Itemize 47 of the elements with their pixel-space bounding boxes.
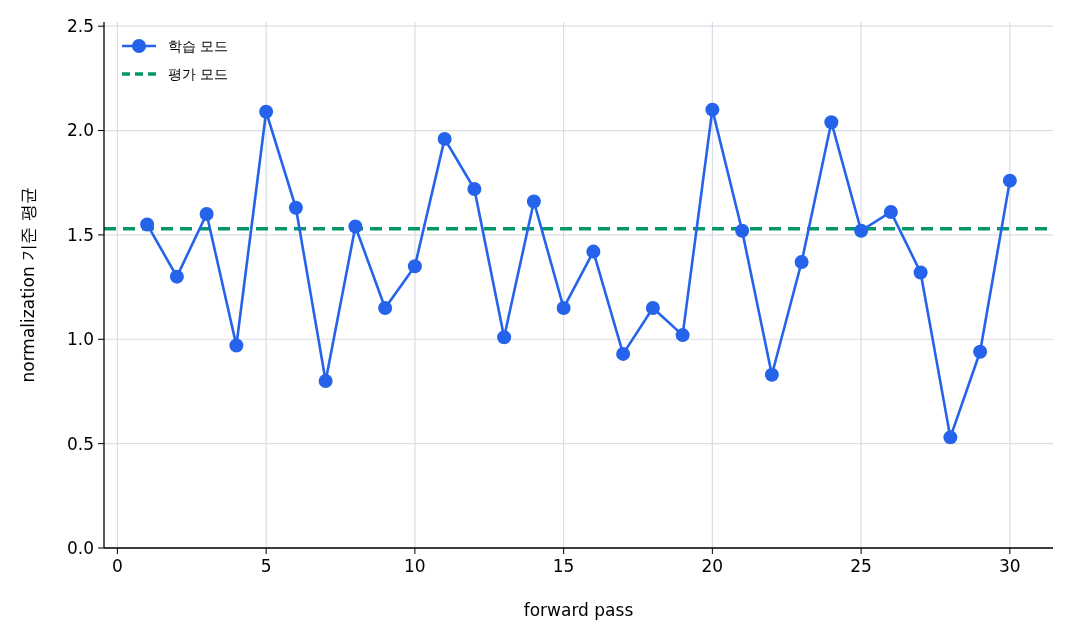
x-tick-label: 10 xyxy=(404,556,426,576)
point xyxy=(824,115,839,130)
y-tick-label: 2.0 xyxy=(66,120,94,141)
point xyxy=(199,207,214,222)
x-tick-label: 0 xyxy=(111,556,123,576)
point xyxy=(140,217,155,232)
point xyxy=(526,194,541,209)
point xyxy=(348,219,363,234)
y-tick-label: 0.5 xyxy=(66,433,94,454)
point xyxy=(854,223,869,238)
legend-label: 평가 모드 xyxy=(168,65,229,82)
x-axis-title: forward pass xyxy=(523,600,634,620)
point xyxy=(705,102,720,117)
y-tick-label: 2.5 xyxy=(66,16,94,37)
x-tick-label: 20 xyxy=(701,556,724,576)
x-tick-label: 5 xyxy=(260,556,272,576)
x-tick-label: 15 xyxy=(552,556,575,576)
point xyxy=(288,200,303,215)
point xyxy=(437,131,452,146)
point xyxy=(616,346,631,361)
point xyxy=(764,367,779,382)
y-tick-label: 1.0 xyxy=(66,329,94,350)
point xyxy=(467,181,482,196)
point xyxy=(735,223,750,238)
x-tick-label: 25 xyxy=(850,556,872,576)
point xyxy=(259,104,274,119)
point xyxy=(943,430,958,445)
x-tick-label: 30 xyxy=(999,556,1021,576)
y-tick-label: 0.0 xyxy=(66,537,94,558)
point xyxy=(407,259,422,274)
point xyxy=(794,255,809,270)
point xyxy=(556,300,571,315)
y-tick-label: 1.5 xyxy=(66,224,94,245)
point xyxy=(675,328,690,343)
point xyxy=(1002,173,1017,188)
point xyxy=(318,374,333,389)
point xyxy=(229,338,244,353)
point xyxy=(169,269,184,284)
y-axis-title: normalization 기준 평균 xyxy=(18,187,38,383)
point xyxy=(883,204,898,219)
point xyxy=(378,300,393,315)
legend-label: 학습 모드 xyxy=(168,37,229,54)
point xyxy=(973,344,988,359)
point xyxy=(497,330,512,345)
point xyxy=(645,300,660,315)
point xyxy=(913,265,928,280)
point xyxy=(586,244,601,259)
